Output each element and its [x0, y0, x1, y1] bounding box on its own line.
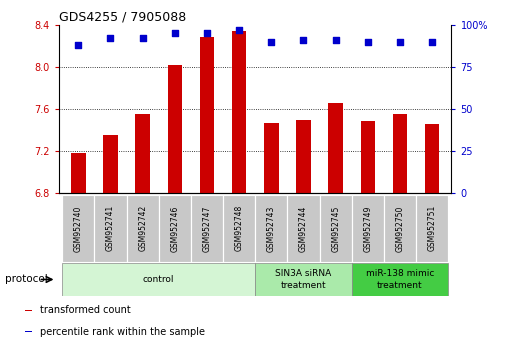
Text: GSM952748: GSM952748 — [234, 205, 244, 251]
Text: GSM952745: GSM952745 — [331, 205, 340, 252]
Bar — [135, 114, 150, 193]
Bar — [393, 114, 407, 193]
Text: GSM952741: GSM952741 — [106, 205, 115, 251]
Bar — [361, 121, 375, 193]
Text: GSM952749: GSM952749 — [363, 205, 372, 252]
Bar — [328, 103, 343, 193]
Point — [267, 39, 275, 44]
Bar — [71, 153, 86, 193]
Bar — [255, 195, 287, 262]
Bar — [62, 263, 255, 296]
Bar — [425, 124, 439, 193]
Text: GSM952751: GSM952751 — [428, 205, 437, 251]
Point — [106, 35, 114, 41]
Point — [171, 30, 179, 36]
Bar — [223, 195, 255, 262]
Point — [364, 39, 372, 44]
Bar — [103, 135, 117, 193]
Bar — [127, 195, 159, 262]
Point — [428, 39, 436, 44]
Bar — [62, 195, 94, 262]
Text: GSM952747: GSM952747 — [203, 205, 211, 252]
Bar — [320, 195, 352, 262]
Text: miR-138 mimic
treatment: miR-138 mimic treatment — [366, 269, 434, 290]
Point — [396, 39, 404, 44]
Bar — [352, 195, 384, 262]
Text: GSM952744: GSM952744 — [299, 205, 308, 252]
Bar — [255, 263, 352, 296]
Bar — [25, 310, 32, 311]
Text: GDS4255 / 7905088: GDS4255 / 7905088 — [59, 11, 186, 24]
Text: GSM952743: GSM952743 — [267, 205, 276, 252]
Bar — [94, 195, 127, 262]
Bar — [200, 38, 214, 193]
Bar — [159, 195, 191, 262]
Point — [139, 35, 147, 41]
Text: SIN3A siRNA
treatment: SIN3A siRNA treatment — [275, 269, 331, 290]
Bar — [287, 195, 320, 262]
Bar — [25, 331, 32, 332]
Point — [235, 27, 243, 33]
Text: protocol: protocol — [5, 274, 48, 285]
Bar — [232, 31, 246, 193]
Bar — [296, 120, 311, 193]
Text: GSM952740: GSM952740 — [74, 205, 83, 252]
Text: GSM952742: GSM952742 — [138, 205, 147, 251]
Bar — [352, 263, 448, 296]
Text: transformed count: transformed count — [41, 306, 131, 315]
Text: control: control — [143, 275, 174, 284]
Point — [203, 30, 211, 36]
Bar — [416, 195, 448, 262]
Point — [300, 37, 308, 43]
Text: GSM952750: GSM952750 — [396, 205, 404, 252]
Bar — [264, 122, 279, 193]
Bar — [168, 65, 182, 193]
Text: GSM952746: GSM952746 — [170, 205, 180, 252]
Point — [74, 42, 83, 48]
Point — [331, 37, 340, 43]
Bar — [384, 195, 416, 262]
Bar — [191, 195, 223, 262]
Text: percentile rank within the sample: percentile rank within the sample — [41, 327, 205, 337]
